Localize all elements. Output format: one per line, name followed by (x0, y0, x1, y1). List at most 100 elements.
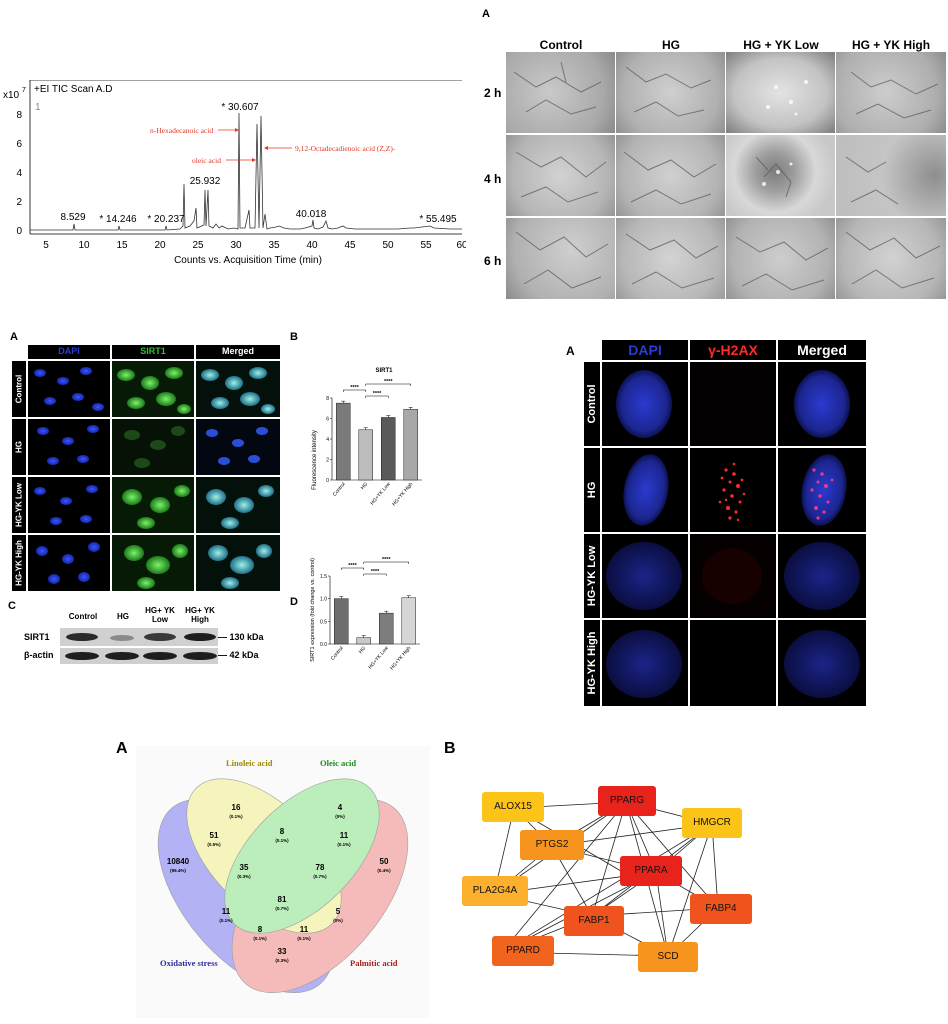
wb-bands (60, 628, 218, 664)
x-tick-label: HG+YK High (389, 645, 412, 671)
gcms-yscale: x10 (3, 90, 20, 101)
venn-region-count: 11 (340, 831, 349, 840)
gcms-xlabel: Counts vs. Acquisition Time (min) (174, 255, 322, 266)
network-node: ALOX15 (482, 792, 544, 822)
venn-set-label: Oxidative stress (160, 958, 218, 968)
gcms-xtick: 35 (268, 240, 280, 251)
venn-letter: A (116, 740, 128, 757)
bar (379, 612, 394, 645)
venn-region-percent: (0.1%) (229, 814, 243, 819)
tube-grid (506, 52, 946, 300)
venn-region-count: 11 (222, 907, 231, 916)
sirt1-letter-a: A (10, 331, 18, 343)
venn-region-percent: (0.5%) (207, 842, 221, 847)
tube-image (506, 135, 615, 216)
sirt1-row-header: Control (12, 361, 26, 417)
venn-set-label: Palmitic acid (350, 958, 398, 968)
gcms-xtick: 30 (230, 240, 242, 251)
chart-b-title: SIRT1 (375, 368, 393, 374)
gcms-svg: x10 7 +EI TIC Scan A.D 1 0 2 4 6 8 5 10 … (3, 79, 468, 266)
venn-region-count: 33 (278, 947, 287, 956)
venn-region-percent: (0.7%) (275, 906, 289, 911)
sirt1-chart-d: SIRT1 expression (fold change vs. contro… (294, 540, 444, 690)
venn-region-count: 8 (280, 827, 285, 836)
x-tick-label: HG+YK Low (367, 645, 390, 670)
gcms-peak-label: * 14.246 (99, 214, 137, 225)
venn-region-percent: (0.1%) (297, 936, 311, 941)
tube-col-header: HG + YK Low (743, 38, 819, 52)
gcms-xtick: 45 (344, 240, 356, 251)
network-letter: B (444, 740, 456, 757)
bar (336, 402, 351, 481)
tube-image (506, 52, 615, 133)
sirt1-row-header: HG (12, 419, 26, 475)
h2ax-foci (718, 462, 746, 522)
venn-region-percent: (0%) (333, 918, 343, 923)
gcms-annotation: n-Hexadecanoic acid (150, 126, 213, 135)
gcms-annotations: n-Hexadecanoic acid oleic acid 9,12-Octa… (150, 126, 396, 165)
sig-label: **** (350, 385, 359, 391)
sirt1-letter-c: C (8, 600, 16, 612)
wb-lane-label: HG+ YK Low (145, 606, 175, 624)
sirt1-col-header: Merged (196, 345, 280, 359)
sirt1-dapi-column (28, 361, 110, 591)
venn-diagram: Linoleic acid Oleic acid Oxidative stres… (136, 746, 430, 1018)
sirt1-row-header: HG-YK High (12, 535, 26, 591)
chart-d-ylabel: SIRT1 expression (fold change vs. contro… (310, 558, 316, 662)
venn-svg: Linoleic acid Oleic acid Oxidative stres… (136, 746, 430, 1018)
network-node: PPARA (620, 856, 682, 886)
sirt1-if-panel: DAPI SIRT1 Merged Control HG HG-YK Low H… (12, 345, 284, 593)
x-tick-label: HG+YK High (391, 481, 414, 507)
venn-region-percent: (0.3%) (275, 958, 289, 963)
gcms-trace (30, 112, 462, 231)
y-tick-label: 1.0 (320, 597, 327, 603)
gcms-yticks: 0 2 4 6 8 (16, 110, 22, 237)
network-node: HMGCR (682, 808, 742, 838)
h2ax-row-header: Control (584, 362, 600, 446)
x-tick-label: HG+YK Low (369, 481, 392, 506)
venn-region-percent: (0.1%) (219, 918, 233, 923)
venn-region-count: 16 (232, 803, 241, 812)
gcms-ytick: 4 (16, 168, 22, 179)
wb-lane-label: Control (68, 612, 98, 621)
bar (381, 417, 396, 481)
tube-col-header: Control (539, 38, 583, 52)
gcms-peak-label: * 20.237 (147, 214, 185, 225)
gcms-peak-label: 40.018 (296, 209, 327, 220)
x-tick-label: Control (332, 481, 347, 497)
wb-size-label: — 42 kDa (218, 650, 259, 660)
gcms-annotation: oleic acid (192, 156, 221, 165)
x-tick-label: HG (360, 481, 369, 491)
h2ax-panel: DAPI γ-H2AX Merged Control HG HG-YK Low … (584, 340, 888, 712)
gcms-xticks: 5 10 15 20 25 30 35 40 45 50 55 60 (43, 240, 468, 251)
venn-region-count: 51 (210, 831, 219, 840)
gcms-ytick: 2 (16, 197, 22, 208)
gcms-peak-label: 8.529 (60, 212, 85, 223)
gcms-xtick: 5 (43, 240, 49, 251)
y-tick-label: 4 (326, 437, 329, 443)
h2ax-letter: A (566, 344, 575, 358)
venn-region-count: 35 (240, 863, 249, 872)
venn-region-count: 4 (338, 803, 343, 812)
gcms-ytick: 6 (16, 139, 22, 150)
bar (358, 429, 373, 481)
sig-label: **** (371, 569, 380, 575)
h2ax-images (602, 362, 866, 706)
wb-row-label: SIRT1 (24, 632, 50, 642)
venn-region-percent: (0.3%) (237, 874, 251, 879)
gcms-yexp: 7 (22, 87, 26, 94)
tube-image (726, 218, 835, 299)
y-tick-label: 0.0 (320, 642, 327, 648)
gcms-xtick: 10 (78, 240, 90, 251)
sirt1-row-header: HG-YK Low (12, 477, 26, 533)
bar (401, 597, 416, 645)
sig-label: **** (384, 379, 393, 385)
y-tick-label: 0 (326, 478, 329, 484)
gcms-xtick: 55 (420, 240, 432, 251)
ppi-network: ALOX15 PPARG HMGCR PTGS2 PPARA PLA2G4A F… (450, 770, 770, 990)
gcms-xtick: 60 (456, 240, 466, 251)
gcms-peak-label: * 55.495 (419, 214, 457, 225)
gcms-trace-index: 1 (35, 102, 41, 113)
bar (403, 409, 418, 481)
venn-region-percent: (0.7%) (313, 874, 327, 879)
